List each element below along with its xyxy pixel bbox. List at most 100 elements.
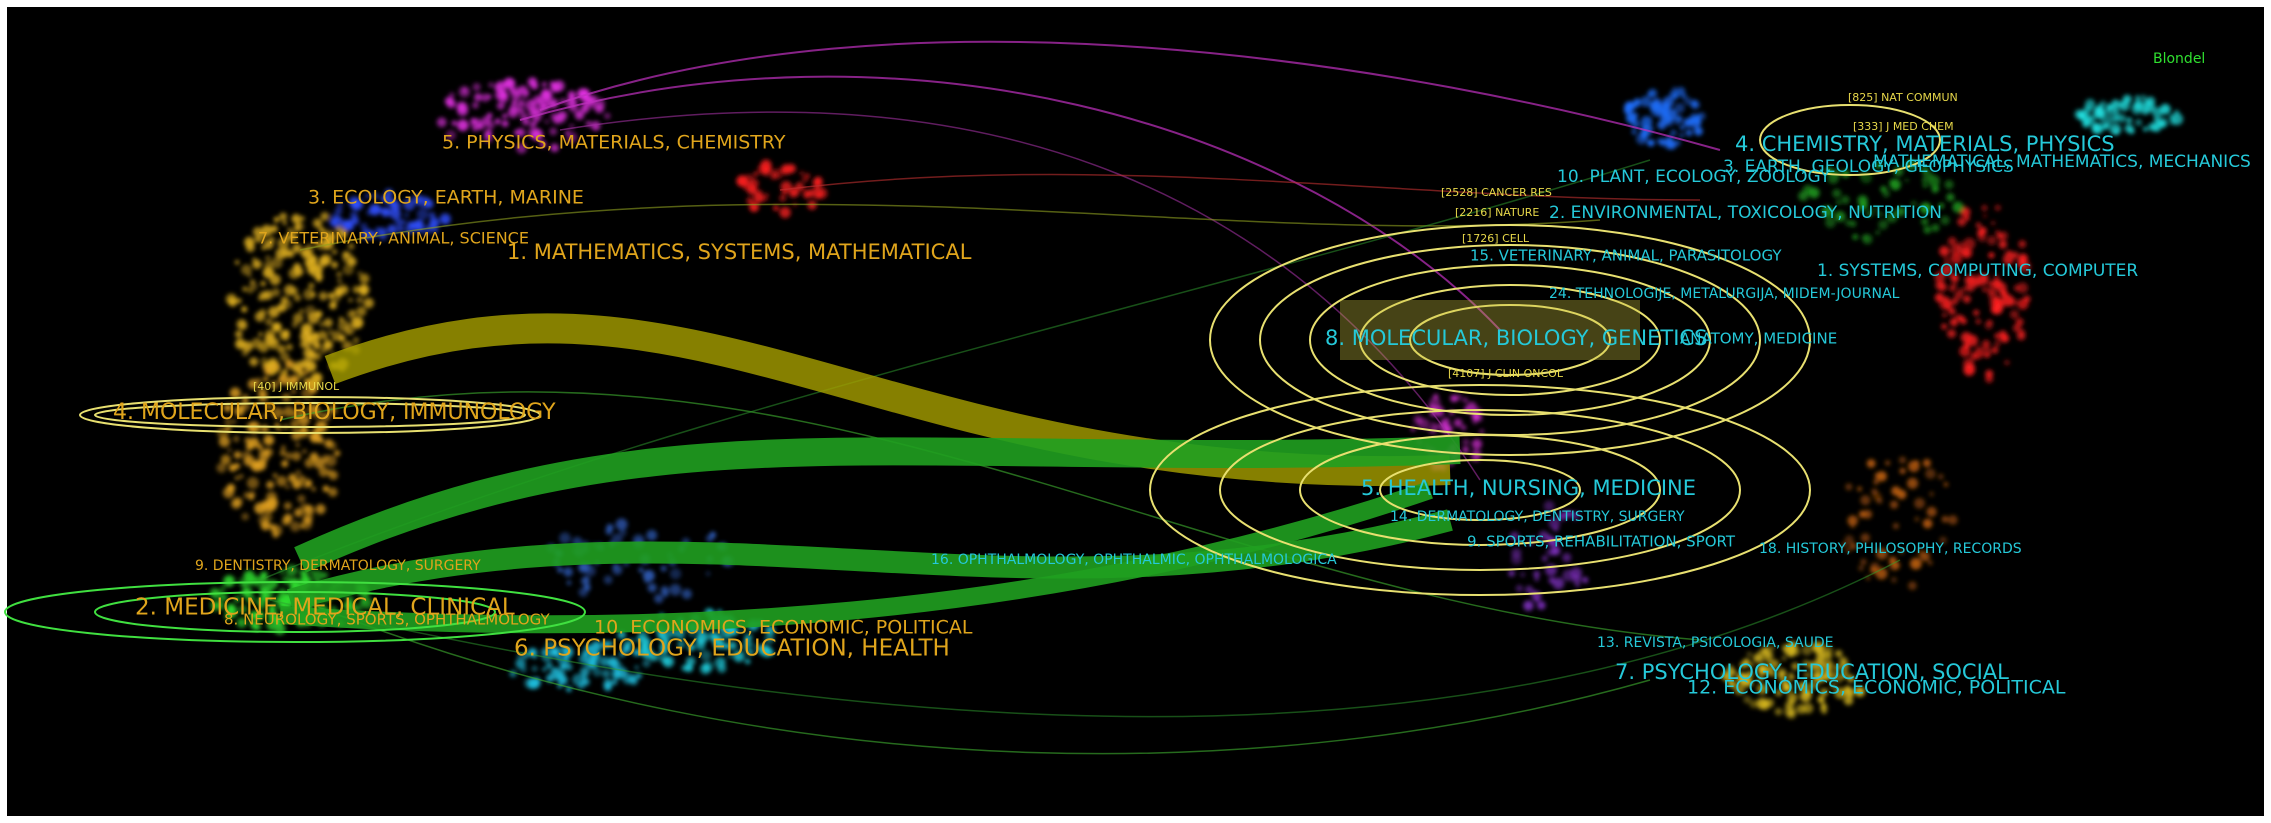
journal-dot — [222, 487, 235, 499]
journal-dot — [1990, 304, 2001, 315]
journal-dot — [1975, 318, 1981, 325]
journal-dot — [1749, 662, 1755, 668]
journal-dot — [1973, 309, 1980, 316]
journal-dot — [230, 419, 237, 425]
journal-dot — [241, 349, 249, 357]
journal-dot — [360, 222, 368, 231]
journal-dot — [744, 658, 751, 665]
journal-dot — [528, 105, 540, 116]
journal-dot — [265, 255, 271, 261]
journal-dot — [259, 593, 269, 602]
journal-dot — [1772, 659, 1778, 665]
journal-dot — [334, 450, 341, 457]
journal-dot — [396, 224, 405, 233]
journal-dot — [1648, 125, 1654, 132]
journal-dot — [1940, 215, 1950, 226]
journal-dot — [1866, 459, 1876, 468]
journal-dot — [299, 330, 312, 343]
journal-dot — [1661, 113, 1672, 125]
journal-dot — [1680, 93, 1687, 100]
journal-dot — [628, 673, 638, 684]
journal-dot — [303, 288, 315, 300]
journal-dot — [603, 575, 613, 585]
journal-dot — [536, 116, 542, 121]
journal-dot — [289, 287, 299, 296]
journal-dot — [760, 159, 772, 171]
journal-dot — [751, 186, 757, 192]
journal-dot — [252, 622, 261, 631]
journal-dot — [1941, 263, 1953, 276]
journal-dot — [262, 460, 267, 465]
journal-dot — [282, 220, 287, 226]
journal-dot — [277, 237, 289, 250]
journal-dot — [261, 224, 273, 237]
journal-dot — [1808, 661, 1818, 671]
journal-dot — [1899, 549, 1904, 555]
journal-dot — [258, 308, 267, 317]
journal-dot — [220, 586, 226, 592]
journal-dot — [1541, 555, 1548, 562]
journal-dot — [2114, 113, 2121, 120]
label: 12. ECONOMICS, ECONOMIC, POLITICAL — [1687, 677, 2066, 699]
journal-dot — [1987, 235, 1997, 246]
journal-dot — [1746, 651, 1753, 658]
journal-dot — [246, 477, 259, 489]
journal-dot — [337, 319, 350, 332]
journal-dot — [781, 189, 788, 195]
journal-dot — [1994, 204, 2001, 211]
journal-dot — [747, 641, 754, 648]
journal-dot — [1693, 126, 1703, 136]
journal-dot — [501, 120, 509, 128]
ellipse — [1409, 304, 1611, 376]
journal-dot — [242, 286, 248, 292]
link — [519, 75, 1501, 331]
journal-dot — [1801, 644, 1813, 656]
journal-dot — [2113, 129, 2120, 135]
journal-dot — [352, 285, 361, 294]
journal-dot — [1871, 488, 1878, 496]
journal-dot — [1926, 506, 1937, 517]
journal-dot — [1922, 182, 1928, 188]
journal-dot — [401, 219, 407, 225]
journal-label: [2528] CANCER RES — [1441, 186, 1552, 199]
journal-dot — [1788, 674, 1795, 681]
journal-dot — [681, 588, 692, 600]
journal-dot — [1471, 438, 1483, 450]
journal-dot — [1990, 220, 1996, 226]
journal-dot — [1679, 125, 1685, 130]
journal-dot — [584, 576, 589, 582]
journal-dot — [2012, 323, 2022, 333]
journal-dot — [320, 211, 330, 221]
journal-dot — [1877, 211, 1883, 217]
journal-dot — [279, 212, 288, 221]
ellipse — [1359, 284, 1661, 396]
journal-dot — [757, 189, 763, 195]
journal-dot — [233, 451, 242, 459]
journal-dot — [234, 330, 243, 339]
journal-dot — [328, 487, 338, 497]
journal-dot — [283, 406, 295, 418]
journal-dot — [642, 569, 655, 582]
journal-dot — [328, 441, 337, 451]
journal-dot — [1873, 206, 1878, 211]
journal-dot — [1860, 533, 1870, 543]
journal-dot — [1860, 495, 1871, 506]
journal-dot — [242, 456, 253, 466]
label: 14. DERMATOLOGY, DENTISTRY, SURGERY — [1390, 509, 1685, 525]
journal-dot — [224, 418, 231, 425]
journal-dot — [1847, 674, 1855, 683]
journal-dot — [313, 341, 321, 350]
journal-dot — [243, 491, 251, 499]
journal-dot — [612, 564, 623, 575]
journal-dot — [1899, 467, 1906, 475]
journal-dot — [304, 379, 312, 387]
journal-dot — [342, 251, 350, 259]
journal-dot — [1976, 229, 1985, 238]
journal-dot — [1843, 695, 1854, 706]
journal-dot — [2083, 105, 2092, 114]
journal-dot — [318, 256, 330, 267]
journal-dot — [590, 121, 601, 131]
journal-dot — [659, 642, 669, 652]
journal-dot — [580, 104, 590, 114]
journal-dot — [592, 667, 602, 677]
